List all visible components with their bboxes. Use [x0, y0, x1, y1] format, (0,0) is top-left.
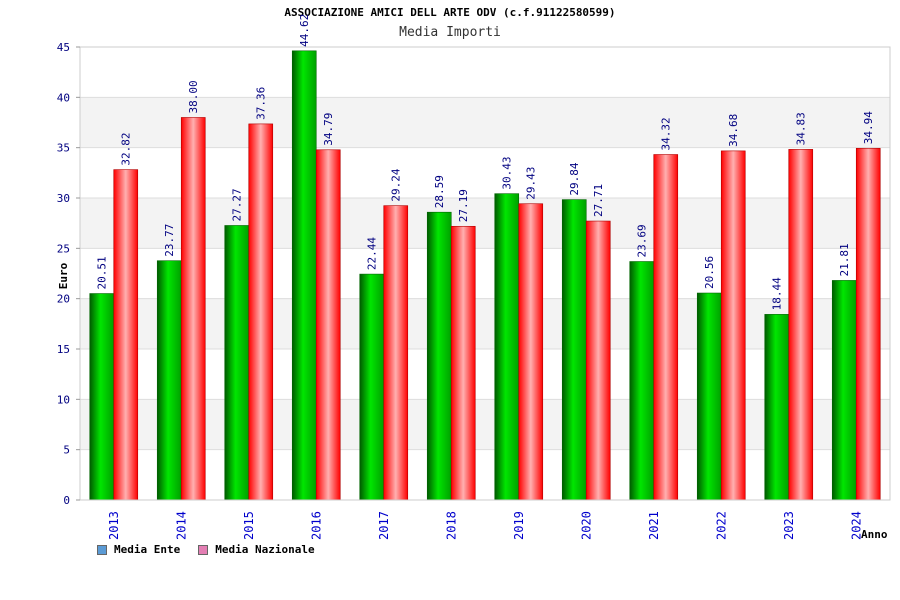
plot-frame — [79, 46, 891, 501]
bar-media-nazionale-2016 — [315, 149, 341, 501]
bar-media-ente-2017 — [359, 273, 385, 501]
bar-media-ente-2021 — [629, 261, 655, 501]
x-tick-label: 2014 — [174, 511, 188, 540]
bar-media-nazionale-2019 — [518, 203, 544, 501]
bar-media-ente-2022 — [696, 292, 722, 501]
grid-band — [80, 198, 890, 249]
bar-media-nazionale-2013 — [113, 169, 139, 501]
bar-value-label: 23.77 — [163, 224, 176, 257]
bar-value-label: 20.51 — [96, 256, 109, 289]
y-axis-label: Euro — [57, 262, 70, 289]
bar-value-label: 34.68 — [727, 114, 740, 147]
x-tick-label: 2022 — [714, 511, 728, 540]
bar-value-label: 29.24 — [390, 168, 403, 201]
bar-media-nazionale-2022 — [720, 150, 746, 501]
bar-media-nazionale-2021 — [653, 154, 679, 501]
bar-media-nazionale-2024 — [855, 147, 881, 501]
bar-media-ente-2013 — [89, 293, 115, 501]
legend-label: Media Nazionale — [215, 543, 315, 556]
bar-media-ente-2016 — [291, 50, 317, 501]
y-tick-label: 15 — [57, 343, 70, 356]
bar-media-nazionale-2023 — [788, 149, 814, 501]
y-tick-label: 0 — [63, 494, 70, 507]
y-tick-label: 30 — [57, 192, 70, 205]
legend-swatch — [97, 544, 107, 555]
bar-value-label: 44.62 — [298, 14, 311, 47]
bar-media-nazionale-2015 — [248, 123, 274, 501]
x-tick-label: 2015 — [242, 511, 256, 540]
bar-value-label: 29.43 — [525, 167, 538, 200]
x-tick-label: 2020 — [579, 511, 593, 540]
x-axis-label: Anno — [861, 528, 888, 541]
bar-value-label: 34.32 — [660, 117, 673, 150]
legend-label: Media Ente — [114, 543, 181, 556]
bar-value-label: 27.19 — [457, 189, 470, 222]
bar-value-label: 37.36 — [255, 87, 268, 120]
bar-media-nazionale-2018 — [450, 225, 476, 501]
bar-value-label: 23.69 — [636, 224, 649, 257]
bar-value-label: 32.82 — [120, 132, 133, 165]
bar-value-label: 38.00 — [187, 80, 200, 113]
x-tick-label: 2013 — [107, 511, 121, 540]
bar-media-ente-2015 — [224, 225, 250, 501]
bar-value-label: 30.43 — [501, 157, 514, 190]
bar-value-label: 27.71 — [592, 184, 605, 217]
bar-media-ente-2024 — [831, 280, 857, 501]
bar-value-label: 34.83 — [795, 112, 808, 145]
bar-media-nazionale-2014 — [180, 117, 206, 501]
y-tick-label: 25 — [57, 242, 70, 255]
x-tick-label: 2023 — [782, 511, 796, 540]
grid-band — [80, 399, 890, 450]
bar-media-ente-2018 — [426, 211, 452, 501]
bar-value-label: 22.44 — [366, 237, 379, 270]
y-tick-label: 5 — [63, 444, 70, 457]
bar-media-nazionale-2020 — [585, 220, 611, 501]
y-tick-label: 40 — [57, 91, 70, 104]
x-tick-label: 2016 — [309, 511, 323, 540]
bar-value-label: 34.79 — [322, 113, 335, 146]
bar-value-label: 20.56 — [703, 256, 716, 289]
bar-media-ente-2023 — [764, 314, 790, 501]
y-tick-label: 20 — [57, 293, 70, 306]
legend-item-media-ente: Media Ente — [97, 543, 180, 556]
bar-value-label: 29.84 — [568, 162, 581, 195]
legend: Media Ente Media Nazionale — [97, 543, 333, 556]
bar-value-label: 27.27 — [231, 188, 244, 221]
bar-value-label: 21.81 — [838, 243, 851, 276]
chart-subtitle: Media Importi — [399, 25, 501, 40]
x-tick-label: 2019 — [512, 511, 526, 540]
y-tick-label: 45 — [57, 41, 70, 54]
legend-swatch — [198, 544, 209, 555]
grid-band — [80, 97, 890, 148]
bar-media-nazionale-2017 — [383, 205, 409, 501]
y-tick-label: 35 — [57, 142, 70, 155]
x-tick-label: 2017 — [377, 511, 391, 540]
legend-item-media-nazionale: Media Nazionale — [198, 543, 315, 556]
bar-value-label: 18.44 — [771, 277, 784, 310]
bar-media-ente-2020 — [561, 199, 587, 501]
chart-title: ASSOCIAZIONE AMICI DELL ARTE ODV (c.f.91… — [284, 6, 616, 19]
bar-value-label: 34.94 — [862, 111, 875, 144]
bar-value-label: 28.59 — [433, 175, 446, 208]
x-tick-label: 2018 — [444, 511, 458, 540]
x-tick-label: 2021 — [647, 511, 661, 540]
x-tick-label: 2024 — [849, 511, 863, 540]
bar-media-ente-2014 — [156, 260, 182, 501]
grid-band — [80, 298, 890, 349]
y-tick-label: 10 — [57, 393, 70, 406]
bar-media-ente-2019 — [494, 193, 520, 501]
